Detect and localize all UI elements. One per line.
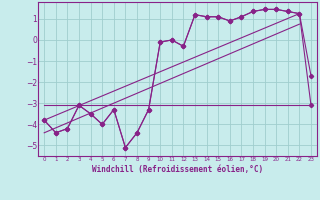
X-axis label: Windchill (Refroidissement éolien,°C): Windchill (Refroidissement éolien,°C)	[92, 165, 263, 174]
